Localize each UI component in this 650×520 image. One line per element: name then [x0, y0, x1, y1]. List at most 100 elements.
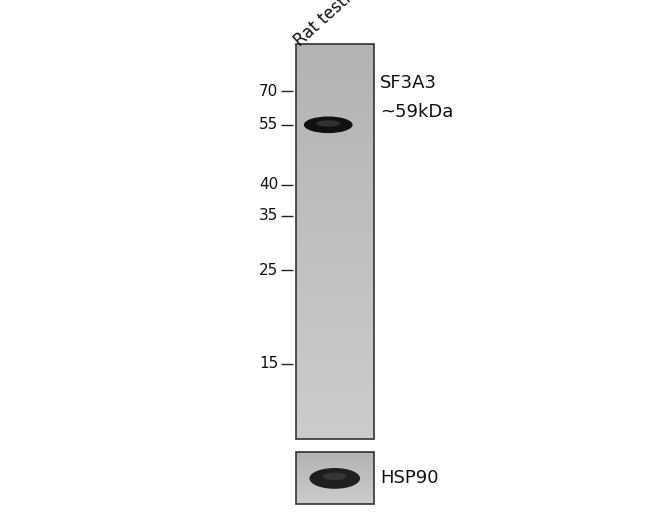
Bar: [296, 127, 374, 129]
Bar: [296, 299, 374, 301]
Bar: [296, 425, 374, 427]
Bar: [296, 307, 374, 309]
Bar: [296, 435, 374, 437]
Bar: [296, 129, 374, 131]
Bar: [296, 82, 374, 84]
Bar: [296, 206, 374, 208]
Text: HSP90: HSP90: [380, 470, 439, 487]
Bar: [296, 175, 374, 177]
Bar: [296, 111, 374, 113]
Bar: [296, 240, 374, 242]
Bar: [296, 99, 374, 101]
Bar: [296, 437, 374, 439]
Bar: [296, 167, 374, 168]
Bar: [296, 360, 374, 362]
Bar: [296, 234, 374, 236]
Bar: [296, 198, 374, 200]
Bar: [296, 252, 374, 254]
Bar: [296, 194, 374, 197]
Bar: [296, 222, 374, 224]
Bar: [296, 92, 374, 94]
Bar: [296, 72, 374, 74]
Bar: [296, 159, 374, 161]
Bar: [296, 113, 374, 115]
Bar: [296, 374, 374, 376]
Text: SF3A3: SF3A3: [380, 74, 437, 92]
Bar: [296, 452, 374, 504]
Bar: [296, 277, 374, 279]
Text: ~59kDa: ~59kDa: [380, 103, 454, 121]
Bar: [296, 78, 374, 80]
Bar: [296, 422, 374, 424]
Bar: [296, 283, 374, 285]
Bar: [296, 279, 374, 281]
Bar: [296, 153, 374, 155]
Bar: [296, 356, 374, 358]
Bar: [296, 372, 374, 374]
Bar: [296, 410, 374, 412]
Text: 70: 70: [259, 84, 278, 98]
Bar: [296, 177, 374, 178]
Bar: [296, 386, 374, 388]
Bar: [296, 115, 374, 118]
Bar: [296, 157, 374, 159]
Text: 15: 15: [259, 357, 278, 371]
Bar: [296, 355, 374, 356]
Bar: [296, 204, 374, 206]
Bar: [296, 86, 374, 88]
Bar: [296, 168, 374, 171]
Bar: [296, 427, 374, 430]
Bar: [296, 259, 374, 262]
Bar: [296, 214, 374, 216]
Bar: [296, 131, 374, 133]
Bar: [296, 109, 374, 111]
Bar: [296, 333, 374, 335]
Bar: [296, 378, 374, 380]
Bar: [296, 62, 374, 64]
Bar: [296, 60, 374, 62]
Bar: [296, 434, 374, 435]
Text: 35: 35: [259, 209, 278, 223]
Bar: [296, 414, 374, 415]
Ellipse shape: [316, 120, 341, 127]
Bar: [296, 68, 374, 70]
Bar: [296, 210, 374, 212]
Ellipse shape: [323, 473, 346, 480]
Bar: [296, 232, 374, 234]
Bar: [296, 70, 374, 72]
Bar: [296, 180, 374, 183]
Bar: [296, 178, 374, 180]
Bar: [296, 50, 374, 52]
Bar: [296, 309, 374, 311]
Bar: [296, 254, 374, 256]
Bar: [296, 135, 374, 137]
Bar: [296, 147, 374, 149]
Bar: [296, 321, 374, 323]
Bar: [296, 187, 374, 188]
Bar: [296, 325, 374, 327]
Bar: [296, 52, 374, 54]
Bar: [296, 190, 374, 192]
Bar: [296, 412, 374, 414]
Bar: [296, 197, 374, 198]
Bar: [296, 218, 374, 220]
Bar: [296, 430, 374, 432]
Bar: [296, 161, 374, 163]
Bar: [296, 396, 374, 398]
Bar: [296, 46, 374, 48]
Bar: [296, 106, 374, 108]
Bar: [296, 171, 374, 173]
Bar: [296, 301, 374, 303]
Bar: [296, 313, 374, 315]
Bar: [296, 183, 374, 185]
Bar: [296, 291, 374, 293]
Bar: [296, 353, 374, 355]
Bar: [296, 208, 374, 210]
Bar: [296, 287, 374, 289]
Bar: [296, 281, 374, 283]
Bar: [296, 108, 374, 109]
Bar: [296, 264, 374, 266]
Bar: [296, 220, 374, 222]
Bar: [296, 269, 374, 271]
Bar: [296, 248, 374, 250]
